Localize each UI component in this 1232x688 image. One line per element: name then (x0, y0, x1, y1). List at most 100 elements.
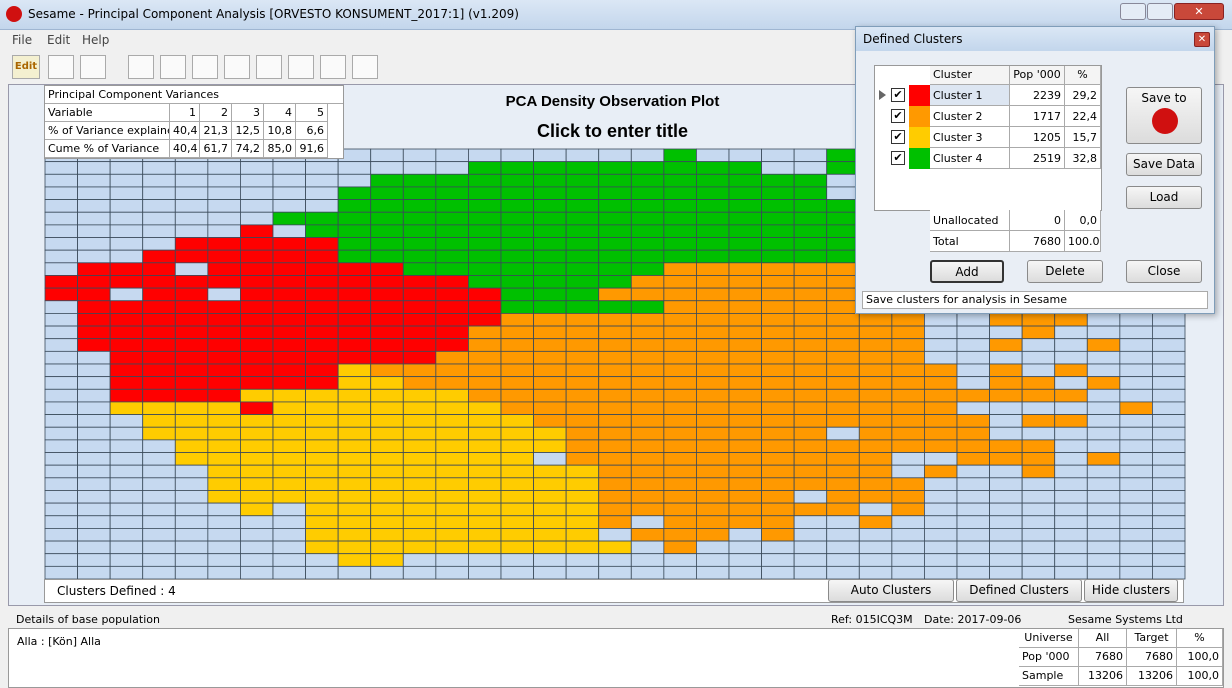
grid-cell (435, 414, 469, 428)
grid-cell (44, 553, 78, 567)
checkbox[interactable]: ✔ (891, 109, 905, 123)
maximize[interactable] (1147, 3, 1173, 20)
grid-cell (272, 363, 306, 378)
grid-cell (207, 426, 241, 441)
grid-cell (793, 540, 828, 555)
grid-cell (663, 148, 697, 163)
grid-cell (761, 249, 795, 264)
grid-cell (468, 325, 502, 340)
checkbox[interactable]: ✔ (891, 130, 905, 144)
dialog-close[interactable]: ✕ (1194, 32, 1210, 47)
plot-button[interactable]: Defined Clusters (956, 579, 1082, 602)
grid-cell (533, 287, 567, 302)
grid-cell (858, 376, 893, 390)
grid-cell (370, 148, 404, 163)
dialog-button[interactable]: Load (1126, 186, 1202, 209)
plot-button[interactable]: Auto Clusters (828, 579, 954, 602)
checkbox[interactable]: ✔ (891, 88, 905, 102)
grid-cell (663, 350, 697, 365)
base-cell: 7680 (1079, 648, 1127, 667)
grid-cell (77, 540, 111, 555)
grid-cell (142, 350, 176, 365)
grid-cell (793, 161, 828, 175)
grid-cell (1021, 388, 1056, 403)
grid-cell (761, 553, 795, 567)
grid-cell (956, 439, 990, 453)
close[interactable]: ✕ (1174, 3, 1224, 20)
toolbar-button[interactable] (256, 55, 282, 79)
toolbar-button[interactable] (80, 55, 106, 79)
grid-cell (858, 401, 893, 415)
dialog-button[interactable]: Add (930, 260, 1004, 283)
grid-cell (696, 237, 730, 251)
grid-cell (891, 363, 925, 378)
grid-cell (77, 186, 111, 200)
toolbar-button[interactable] (48, 55, 74, 79)
menu-item[interactable]: Help (82, 33, 110, 47)
save-to-button[interactable]: Save to (1126, 87, 1202, 144)
grid-cell (435, 262, 469, 276)
grid-cell (891, 338, 925, 352)
grid-cell (1021, 426, 1056, 441)
grid-cell (337, 237, 372, 251)
grid-cell (272, 275, 306, 289)
toolbar-button[interactable] (352, 55, 378, 79)
grid-cell (337, 388, 372, 403)
grid-cell (44, 540, 78, 555)
plot-buttons: Auto Clusters Defined Clusters Hide cluste… (828, 579, 1184, 603)
grid-cell (858, 540, 893, 555)
grid-cell (1054, 414, 1088, 428)
grid-cell (240, 186, 274, 200)
grid-cell (793, 300, 828, 314)
toolbar-button[interactable] (288, 55, 314, 79)
grid-cell (858, 350, 893, 365)
toolbar-button[interactable] (192, 55, 218, 79)
grid-cell (77, 287, 111, 302)
grid-cell (109, 199, 144, 213)
menu-item[interactable]: Edit (47, 33, 71, 47)
grid-cell (1021, 325, 1056, 340)
variance-cell: 91,6 (296, 140, 328, 158)
grid-cell (1119, 350, 1153, 365)
toolbar-button[interactable] (128, 55, 154, 79)
grid-cell (1152, 338, 1186, 352)
grid-cell (240, 477, 274, 491)
grid-cell (630, 249, 665, 264)
total-cell: 7680 (1010, 231, 1065, 252)
grid-cell (956, 414, 990, 428)
grid-cell (663, 540, 697, 555)
dialog-button[interactable]: Delete (1027, 260, 1103, 283)
grid-cell (305, 414, 339, 428)
menu-item[interactable]: File (12, 33, 33, 47)
toolbar-button[interactable] (224, 55, 250, 79)
grid-cell (109, 414, 144, 428)
minimize[interactable] (1120, 3, 1146, 20)
grid-cell (305, 477, 339, 491)
toolbar-button[interactable] (320, 55, 346, 79)
grid-cell (370, 388, 404, 403)
grid-cell (793, 363, 828, 378)
dialog-button[interactable]: Close (1126, 260, 1202, 283)
toolbar-button[interactable] (160, 55, 186, 79)
toolbar-edit[interactable]: Edit (12, 55, 40, 79)
grid-cell (240, 414, 274, 428)
grid-cell (696, 376, 730, 390)
plot-subtitle[interactable]: Click to enter title (536, 121, 689, 141)
grid-cell (174, 376, 209, 390)
grid-cell (402, 300, 437, 314)
dialog-button[interactable]: Save Data (1126, 153, 1202, 176)
grid-cell (1054, 388, 1088, 403)
grid-cell (891, 553, 925, 567)
plot-button[interactable]: Hide clusters (1084, 579, 1178, 602)
grid-cell (826, 477, 860, 491)
grid-cell (468, 161, 502, 175)
grid-cell (630, 528, 665, 542)
grid-cell (77, 224, 111, 238)
grid-cell (44, 414, 78, 428)
grid-cell (1086, 338, 1121, 352)
grid-cell (468, 262, 502, 276)
grid-cell (272, 477, 306, 491)
grid-cell (370, 477, 404, 491)
checkbox[interactable]: ✔ (891, 151, 905, 165)
grid-cell (956, 502, 990, 517)
